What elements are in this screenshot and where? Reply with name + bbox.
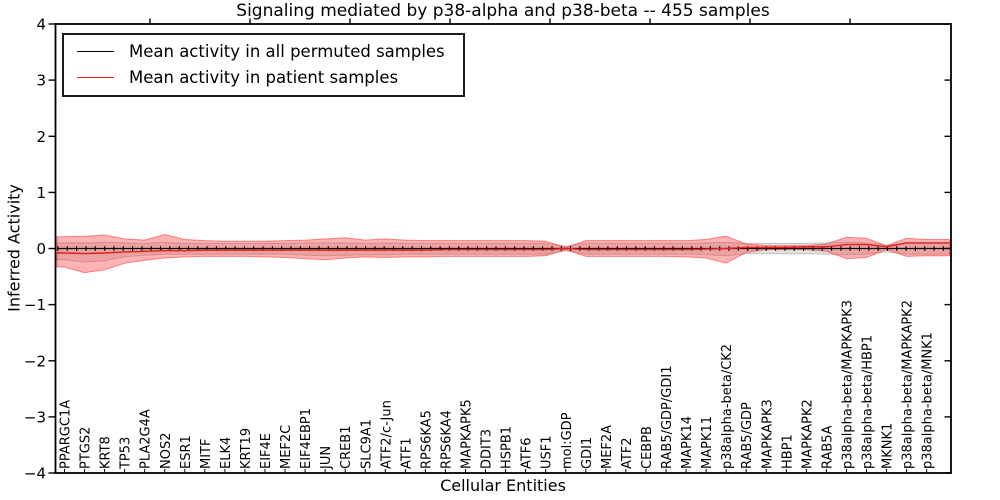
legend-label-permuted: Mean activity in all permuted samples <box>129 42 445 61</box>
legend-label-patient: Mean activity in patient samples <box>129 68 399 87</box>
x-tick-label: KRT19 <box>239 428 254 469</box>
x-tick-label: ATF2 <box>620 437 635 469</box>
x-tick-label: ESR1 <box>179 435 194 469</box>
x-tick-label: NOS2 <box>159 433 174 469</box>
x-tick-label: CEBPB <box>640 426 655 469</box>
permuted-mean-markers <box>57 246 944 251</box>
x-tick-label: MAPK14 <box>680 416 695 469</box>
x-tick-label: MEF2C <box>279 425 294 469</box>
x-tick-label: RAB5A <box>820 425 835 469</box>
x-tick-label: p38alpha-beta/HBP1 <box>861 335 876 469</box>
x-tick-label: PTGS2 <box>79 427 94 469</box>
x-axis-label: Cellular Entities <box>440 476 566 495</box>
y-tick-label: 4 <box>36 16 46 34</box>
x-tick-label: RAB5/GDP <box>740 402 755 469</box>
x-tick-label: GDI1 <box>580 437 595 469</box>
x-tick-label: JUN <box>319 446 334 470</box>
x-tick-label: MITF <box>199 439 214 469</box>
chart-title: Signaling mediated by p38-alpha and p38-… <box>236 1 770 21</box>
x-tick-label: mol:GDP <box>560 412 575 469</box>
y-tick-label: 1 <box>36 184 46 202</box>
y-axis-label: Inferred Activity <box>4 184 24 312</box>
patient-mean-line <box>57 242 950 255</box>
patient-line-swatch <box>77 77 114 78</box>
legend-item-permuted: Mean activity in all permuted samples <box>77 42 445 61</box>
y-tick-label: −2 <box>24 352 46 370</box>
x-tick-label: ATF2/c-Jun <box>379 400 394 469</box>
x-tick-label: HSPB1 <box>500 426 515 469</box>
y-tick-label: 3 <box>36 72 46 90</box>
x-tick-label: KRT8 <box>99 436 114 469</box>
x-tick-label: RAB5/GDP/GDI1 <box>660 366 675 469</box>
x-tick-label: ATF6 <box>520 437 535 469</box>
x-tick-label: MKNK1 <box>881 423 896 469</box>
x-tick-label: MEF2A <box>600 425 615 469</box>
x-tick-label: PLA2G4A <box>139 409 154 469</box>
x-tick-label: ATF1 <box>399 437 414 469</box>
y-tick-label: 2 <box>36 128 46 146</box>
x-tick-label: MAPKAPK3 <box>760 399 775 469</box>
x-tick-label: CREB1 <box>339 425 354 469</box>
x-tick-label: ELK4 <box>219 437 234 469</box>
x-tick-label: HBP1 <box>780 434 795 469</box>
x-tick-label: DDIT3 <box>480 429 495 469</box>
x-tick-label: MAPK11 <box>700 416 715 469</box>
x-tick-label: MAPKAPK5 <box>460 399 475 469</box>
x-tick-label: p38alpha-beta/MNK1 <box>921 332 936 469</box>
y-tick-label: −4 <box>24 465 46 483</box>
x-tick-label: EIF4E <box>259 433 274 469</box>
x-tick-label: RPS6KA5 <box>419 410 434 469</box>
x-tick-label: p38alpha-beta/CK2 <box>720 344 735 469</box>
legend: Mean activity in all permuted samples Me… <box>62 33 465 97</box>
x-tick-label: TP53 <box>119 437 134 470</box>
x-tick-label: PPARGC1A <box>59 400 74 469</box>
x-tick-label: MAPKAPK2 <box>800 399 815 469</box>
y-tick-label: 0 <box>36 240 46 258</box>
x-tick-label: p38alpha-beta/MAPKAPK3 <box>841 300 856 469</box>
x-tick-label: RPS6KA4 <box>439 410 454 469</box>
legend-item-patient: Mean activity in patient samples <box>77 68 445 87</box>
x-tick-label: USF1 <box>540 435 555 469</box>
y-tick-label: −1 <box>24 296 46 314</box>
x-tick-label: SLC9A1 <box>359 419 374 469</box>
y-tick-label: −3 <box>24 408 46 426</box>
x-tick-label: EIF4EBP1 <box>299 408 314 469</box>
x-tick-label: p38alpha-beta/MAPKAPK2 <box>901 300 916 469</box>
permuted-line-swatch <box>77 51 114 52</box>
patient-std-band <box>56 233 950 274</box>
